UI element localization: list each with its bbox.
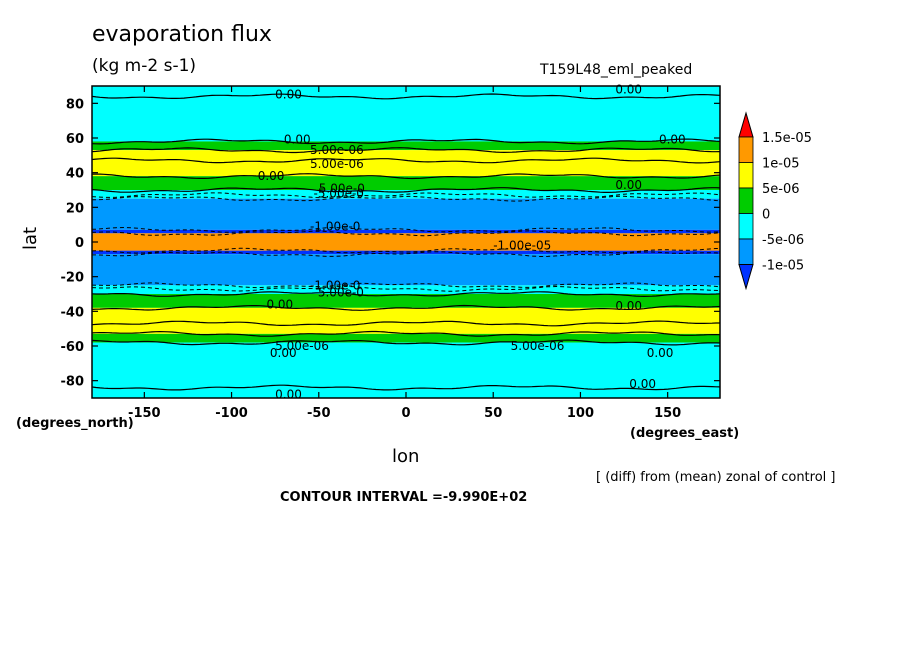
x-tick-label: 0	[401, 406, 410, 421]
contour-line	[91, 339, 721, 346]
contour-band	[92, 150, 720, 177]
contour-labels: 0.00 0.000.00 0.005.00e-065.00e-060.000.00…	[258, 82, 686, 401]
colorbar-label: 1e-05	[762, 157, 800, 172]
colorbar-label: 1.5e-05	[762, 131, 812, 146]
contour-line	[91, 157, 721, 164]
contour-label: 0.00	[275, 388, 302, 402]
contour-band	[92, 285, 720, 294]
x-tick-label: -50	[307, 406, 331, 421]
chart-units: (kg m-2 s-1)	[92, 56, 197, 76]
colorbar-label: -1e-05	[762, 259, 804, 274]
contour-label: 0.00	[284, 133, 311, 147]
x-axis-unit: (degrees_east)	[630, 426, 740, 441]
contour-line	[91, 291, 721, 298]
contour-label: -1.00e-0	[310, 219, 360, 233]
colorbar-label: 0	[762, 208, 770, 223]
contour-label: 0.00	[615, 178, 642, 192]
y-axis-unit: (degrees_north)	[16, 416, 134, 431]
contour-line	[91, 320, 720, 327]
x-tick-label: 100	[567, 406, 594, 421]
contour-line	[92, 173, 721, 180]
contour-band	[92, 190, 720, 199]
contour-line	[91, 304, 721, 311]
contour-label: 0.00	[266, 297, 293, 311]
colorbar-segment	[738, 162, 754, 189]
diff-note: [ (diff) from (mean) zonal of control ]	[596, 470, 836, 485]
y-tick-label: 40	[66, 167, 84, 182]
contour-label: 5.00e-06	[275, 339, 329, 353]
contour-label: -5.00e-0	[314, 285, 364, 299]
y-tick-label: -60	[61, 340, 85, 355]
contour-band	[92, 233, 720, 251]
contour-label: 0.00	[258, 169, 285, 183]
contour-label: 5.00e-06	[310, 143, 364, 157]
y-tick-label: 80	[66, 97, 84, 112]
contour-line	[91, 187, 721, 193]
contour-label: 0.00	[615, 299, 642, 313]
colorbar: 1.5e-05 1e-05 5e-06 0 -5e-06 -1e-05	[738, 111, 812, 291]
contour-label: 0.00	[647, 346, 674, 360]
contour-band	[92, 229, 720, 234]
colorbar-label: 5e-06	[762, 182, 800, 197]
x-tick-label: -150	[128, 406, 161, 421]
contour-band	[92, 176, 720, 190]
contour-label: 0.00	[275, 88, 302, 102]
contour-lines	[91, 93, 721, 391]
y-tick-label: -80	[61, 375, 85, 390]
contour-line	[91, 147, 721, 154]
contour-band	[92, 307, 720, 334]
contour-band	[92, 294, 720, 308]
contour-line	[91, 384, 721, 391]
run-label: T159L48_eml_peaked	[540, 62, 693, 78]
contour-label: 0.00	[629, 377, 656, 391]
contour-label: -5.00e-0	[314, 186, 364, 200]
contour-line	[91, 138, 721, 145]
contour-band	[92, 86, 720, 142]
contour-label: 0.00	[270, 346, 297, 360]
x-tick-label: 150	[654, 406, 681, 421]
y-tick-label: 60	[66, 132, 84, 147]
contour-line	[91, 330, 721, 337]
y-tick-label: -20	[61, 271, 85, 286]
contour-band	[92, 333, 720, 343]
contour-label: 0.00	[659, 133, 686, 147]
contour-label: 5.00e-06	[511, 339, 565, 353]
x-tick-label: -100	[215, 406, 248, 421]
contour-fill-bands	[92, 86, 720, 398]
contour-label: 5.00e-0	[319, 181, 365, 195]
contour-line	[91, 93, 721, 100]
colorbar-segment	[738, 136, 754, 163]
colorbar-bottom-arrow	[738, 264, 754, 291]
y-tick-label: -40	[61, 305, 85, 320]
y-tick-label: 0	[75, 236, 84, 251]
colorbar-top-arrow	[738, 111, 754, 138]
contour-label: 5.00e-06	[310, 157, 364, 171]
contour-label: -1.00e-0	[310, 278, 360, 292]
colorbar-segment	[738, 213, 754, 240]
chart-title: evaporation flux	[92, 22, 272, 47]
x-axis-label: lon	[392, 446, 420, 467]
x-tick-label: 50	[484, 406, 502, 421]
colorbar-segment	[738, 238, 754, 265]
y-tick-label: 20	[66, 201, 84, 216]
contour-band	[92, 250, 720, 255]
colorbar-label: -5e-06	[762, 233, 804, 248]
contour-band	[92, 141, 720, 151]
contour-band	[92, 198, 720, 230]
contour-interval: CONTOUR INTERVAL =-9.990E+02	[280, 490, 528, 505]
colorbar-segment	[738, 187, 754, 214]
contour-label: 0.00	[615, 82, 642, 96]
contour-band	[92, 254, 720, 286]
contour-label: -1.00e-05	[493, 238, 551, 252]
axis-ticks: -150 -100 -50 0 50 100 150 80 60 40 20 0 -20 -40 -60 -8…	[61, 86, 720, 421]
